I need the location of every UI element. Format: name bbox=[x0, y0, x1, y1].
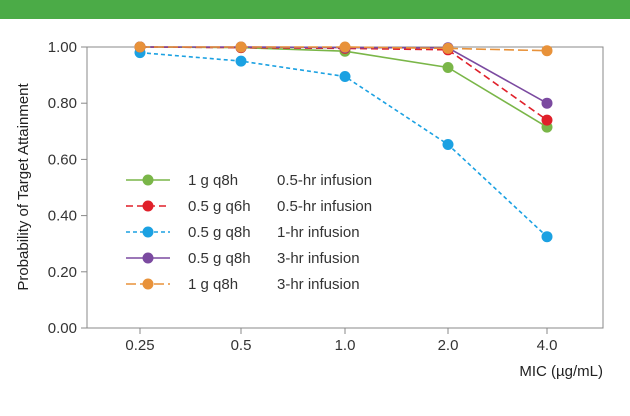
y-tick-label: 0.60 bbox=[48, 151, 77, 168]
legend-infusion-label: 3-hr infusion bbox=[277, 250, 360, 267]
legend-infusion-label: 0.5-hr infusion bbox=[277, 198, 372, 215]
legend-item: 0.5 g q6h 0.5-hr infusion bbox=[126, 198, 372, 215]
legend-dose-label: 0.5 g q8h bbox=[188, 224, 251, 241]
legend-marker bbox=[142, 252, 154, 264]
series-line bbox=[139, 46, 548, 121]
series-5 bbox=[134, 41, 553, 57]
data-point bbox=[541, 45, 553, 57]
legend-dose-label: 0.5 g q8h bbox=[188, 250, 251, 267]
series-3 bbox=[134, 47, 553, 243]
y-tick-label: 0.40 bbox=[48, 208, 77, 225]
data-point bbox=[442, 42, 454, 54]
series-layer bbox=[134, 41, 553, 243]
legend: 1 g q8h 0.5-hr infusion 0.5 g q6h 0.5-hr in… bbox=[126, 172, 372, 293]
y-tick-label: 0.80 bbox=[48, 95, 77, 112]
legend-item: 1 g q8h 0.5-hr infusion bbox=[126, 172, 372, 189]
x-tick-label: 2.0 bbox=[438, 337, 459, 354]
x-axis-title: MIC (µg/mL) bbox=[519, 363, 603, 380]
x-axis: 0.25 0.5 1.0 2.0 4.0 bbox=[125, 328, 557, 354]
x-tick-label: 0.5 bbox=[231, 337, 252, 354]
data-point bbox=[339, 71, 351, 82]
data-point bbox=[541, 114, 553, 126]
legend-item: 0.5 g q8h 3-hr infusion bbox=[126, 250, 360, 267]
legend-dose-label: 1 g q8h bbox=[188, 172, 238, 189]
header-bar bbox=[0, 0, 630, 19]
x-tick-label: 0.25 bbox=[125, 337, 154, 354]
legend-dose-label: 1 g q8h bbox=[188, 276, 238, 293]
data-point bbox=[442, 62, 454, 73]
y-tick-label: 0.00 bbox=[48, 320, 77, 337]
legend-marker bbox=[142, 278, 154, 290]
legend-infusion-label: 3-hr infusion bbox=[277, 276, 360, 293]
data-point bbox=[541, 97, 553, 109]
legend-dose-label: 0.5 g q6h bbox=[188, 198, 251, 215]
y-axis: 0.00 0.20 0.40 0.60 0.80 1.00 bbox=[48, 39, 87, 337]
legend-infusion-label: 1-hr infusion bbox=[277, 224, 360, 241]
data-point bbox=[541, 231, 553, 243]
y-tick-label: 1.00 bbox=[48, 39, 77, 56]
data-point bbox=[442, 139, 454, 150]
data-point bbox=[134, 41, 146, 53]
x-tick-label: 4.0 bbox=[537, 337, 558, 354]
legend-item: 0.5 g q8h 1-hr infusion bbox=[126, 224, 360, 241]
x-tick-label: 1.0 bbox=[335, 337, 356, 354]
legend-marker bbox=[142, 174, 154, 186]
data-point bbox=[235, 55, 247, 67]
series-1 bbox=[134, 41, 553, 133]
legend-item: 1 g q8h 3-hr infusion bbox=[126, 276, 360, 293]
legend-marker bbox=[142, 200, 154, 212]
legend-marker bbox=[142, 226, 154, 238]
data-point bbox=[235, 41, 247, 53]
y-axis-title: Probability of Target Attainment bbox=[15, 82, 32, 290]
y-tick-label: 0.20 bbox=[48, 264, 77, 281]
series-line bbox=[139, 46, 548, 128]
legend-infusion-label: 0.5-hr infusion bbox=[277, 172, 372, 189]
data-point bbox=[339, 41, 351, 53]
